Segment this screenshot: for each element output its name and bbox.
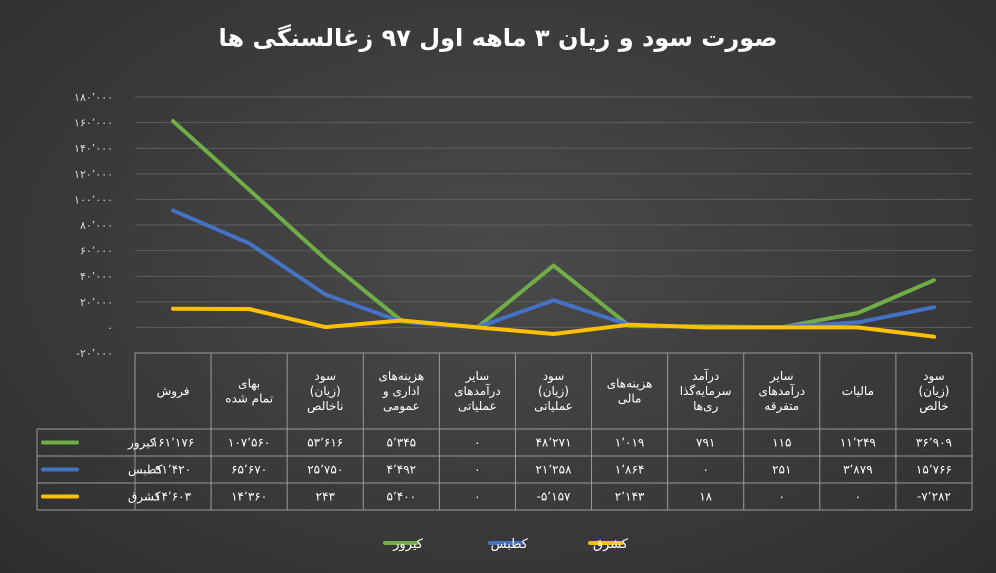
data-cell: ۱۶۱٬۱۷۶ [152,436,195,450]
data-cell: -۵٬۱۵۷ [537,490,572,504]
data-cell: ۹۱٬۴۲۰ [155,463,191,477]
category-label: ناخالص [307,399,343,414]
category-label: درآمد [692,368,719,384]
data-cell: ۲۱٬۲۵۸ [535,463,572,477]
table-series-name: کشرق [128,490,161,505]
category-label: هزینه‌های [607,377,653,392]
y-tick-label: ۴۰٬۰۰۰ [80,270,113,283]
category-label: درآمدهای [454,383,501,399]
data-cell: ۰ [702,463,708,477]
data-cell: ۰ [474,490,480,504]
data-cell: ۵٬۳۴۵ [387,436,417,450]
series-line [171,119,936,330]
y-tick-label: ۲۰٬۰۰۰ [80,296,113,309]
category-label: (زیان) [538,384,569,399]
y-tick-label: -۲۰٬۰۰۰ [76,347,113,360]
category-label: سایر [465,369,490,384]
legend-label: کیرور [392,537,424,552]
data-cell: ۲۵۱ [772,463,791,477]
data-cell: ۷۹۱ [696,436,715,450]
data-cell: ۲۴۳ [316,490,336,504]
data-cell: ۳۶٬۹۰۹ [916,436,952,450]
category-label: عملیاتی [458,399,497,413]
category-label: متفرقه [764,399,799,414]
data-cell: ۱۴٬۳۶۰ [231,490,267,504]
category-label: (زیان) [918,384,949,399]
data-cell: ۵۳٬۶۱۶ [307,436,343,450]
category-label: اداری و [382,384,420,399]
data-cell: ۱٬۰۱۹ [615,436,645,450]
y-tick-label: ۱۲۰٬۰۰۰ [74,168,113,181]
category-label: بهای [238,377,260,391]
data-cell: ۲٬۱۴۳ [615,490,645,504]
y-tick-label: ۱۸۰٬۰۰۰ [74,91,113,104]
series-line [171,306,936,339]
y-tick-label: ۱۰۰٬۰۰۰ [74,193,113,206]
data-cell: ۱۵٬۷۶۶ [916,463,952,477]
table-series-name: کیرور [127,436,156,451]
data-cell: ۱۴٬۶۰۳ [155,490,192,504]
category-label: فروش [157,384,190,399]
legend-label: کطبس [491,537,529,552]
series-line [171,208,936,330]
data-cell: ۵٬۴۰۰ [387,490,417,504]
category-label: سرمایه‌گذا [680,384,732,399]
y-tick-label: ۱۶۰٬۰۰۰ [74,117,113,130]
data-cell: ۴۸٬۲۷۱ [535,436,571,450]
y-tick-label: ۸۰٬۰۰۰ [80,219,113,232]
data-cell: -۷٬۲۸۲ [917,490,951,504]
chart-title: صورت سود و زیان ۳ ماهه اول ۹۷ زغالسنگی ه… [218,24,778,52]
category-label: تمام شده [225,392,273,406]
data-cell: ۰ [474,463,480,477]
category-label: سایر [769,369,794,384]
category-label: (زیان) [310,384,341,399]
data-cell: ۰ [855,490,861,504]
category-label: سود [543,369,565,384]
table-series-name: کطبس [128,463,163,478]
data-cell: ۰ [474,436,480,450]
y-tick-label: ۰ [107,321,113,334]
y-tick-label: ۶۰٬۰۰۰ [80,245,113,258]
category-label: خالص [919,399,948,414]
data-cell: ۰ [779,490,785,504]
category-label: درآمدهای [758,383,805,399]
data-cell: ۱۱۵ [772,436,791,450]
data-cell: ۱۸ [699,490,712,504]
category-label: مالیات [842,384,874,398]
category-label: مالی [618,392,642,406]
data-cell: ۱۰۷٬۵۶۰ [228,436,271,450]
category-label: عملیاتی [534,399,573,413]
category-label: سود [314,369,336,384]
data-cell: ۴٬۴۹۲ [387,463,417,477]
data-cell: ۱۱٬۲۴۹ [840,436,876,450]
category-label: عمومی [383,399,420,414]
y-tick-label: ۱۴۰٬۰۰۰ [74,142,113,155]
data-cell: ۳٬۸۷۹ [843,463,873,477]
data-cell: ۲۵٬۷۵۰ [307,463,343,477]
legend-label: کشرق [593,537,629,552]
category-label: سود [923,369,945,384]
category-label: هزینه‌های [378,369,424,384]
data-cell: ۱٬۸۶۴ [615,463,645,477]
data-cell: ۶۵٬۶۷۰ [231,463,267,477]
category-label: ری‌ها [693,399,718,414]
